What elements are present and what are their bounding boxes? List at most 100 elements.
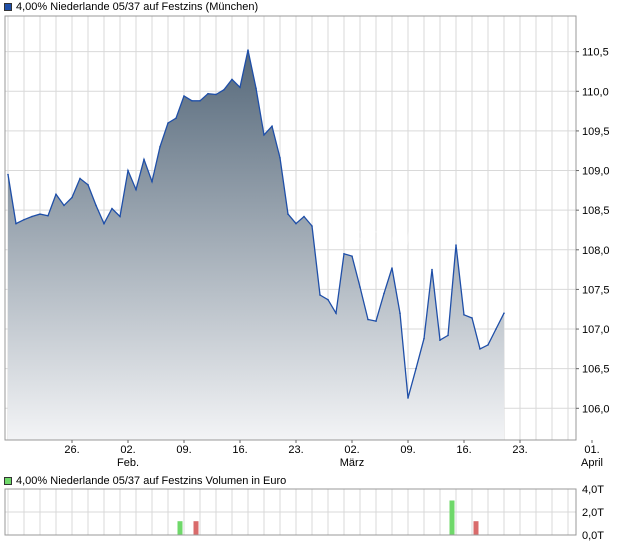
price-point <box>63 204 65 207</box>
volume-bar <box>449 500 455 535</box>
price-point <box>119 215 121 218</box>
price-point <box>463 313 465 316</box>
price-point <box>391 267 393 269</box>
price-point <box>295 222 297 225</box>
volume-bar <box>193 521 199 535</box>
x-tick-label: 09. <box>176 444 191 456</box>
price-point <box>23 218 25 221</box>
price-point <box>327 298 329 301</box>
price-point <box>215 93 217 96</box>
x-tick-label: 23. <box>288 444 303 456</box>
y-tick-label: 109,5 <box>582 126 610 138</box>
y-tick-label: 109,0 <box>582 166 610 178</box>
price-point <box>239 86 241 89</box>
volume-y-tick-label: 0,0T <box>582 530 604 542</box>
price-point <box>199 100 201 102</box>
volume-legend: 4,00% Niederlande 05/37 auf Festzins Vol… <box>4 475 286 487</box>
price-point <box>351 255 353 257</box>
price-point <box>175 117 177 120</box>
price-point <box>343 252 345 255</box>
price-point <box>407 397 409 399</box>
price-point <box>87 184 89 186</box>
volume-y-tick-label: 2,0T <box>582 507 604 519</box>
y-tick-label: 110,0 <box>582 86 609 98</box>
price-point <box>15 222 17 225</box>
volume-bar <box>177 521 183 535</box>
price-point <box>415 367 417 370</box>
price-point <box>71 196 73 199</box>
price-point <box>471 317 473 319</box>
price-point <box>223 88 225 91</box>
price-point <box>303 215 305 218</box>
price-point <box>79 177 81 180</box>
x-month-label: Feb. <box>117 457 139 469</box>
volume-legend-label: 4,00% Niederlande 05/37 auf Festzins Vol… <box>16 475 287 487</box>
price-point <box>159 145 161 148</box>
watermark: STOCK <box>350 228 420 250</box>
price-point <box>167 122 169 124</box>
price-point <box>359 286 361 288</box>
price-point <box>383 292 385 295</box>
price-point <box>127 169 129 172</box>
price-point <box>247 49 249 51</box>
y-tick-label: 108,0 <box>582 245 610 257</box>
price-point <box>255 87 257 89</box>
price-point <box>367 318 369 321</box>
price-point <box>151 180 153 183</box>
volume-bar <box>473 521 479 535</box>
price-point <box>439 339 441 341</box>
y-tick-label: 106,5 <box>582 364 610 376</box>
price-point <box>39 213 41 215</box>
y-tick-label: 110,5 <box>582 47 609 59</box>
price-point <box>47 214 49 217</box>
price-point <box>207 92 209 95</box>
price-point <box>231 78 233 81</box>
x-tick-label: 16. <box>456 444 471 456</box>
price-point <box>487 344 489 346</box>
price-point <box>7 173 9 176</box>
price-point <box>279 157 281 159</box>
price-point <box>31 215 33 218</box>
volume-legend-swatch <box>4 477 12 485</box>
price-point <box>399 312 401 314</box>
y-tick-label: 107,0 <box>582 324 610 336</box>
price-point <box>55 193 57 196</box>
price-legend-label: 4,00% Niederlande 05/37 auf Festzins (Mü… <box>16 1 259 13</box>
price-point <box>423 337 425 340</box>
price-point <box>455 244 457 246</box>
x-tick-label: 23. <box>512 444 527 456</box>
price-legend-swatch <box>4 3 12 11</box>
price-point <box>111 207 113 210</box>
price-point <box>183 95 185 97</box>
y-tick-label: 106,0 <box>582 403 610 415</box>
x-tick-label: 26. <box>64 444 79 456</box>
price-point <box>143 158 145 161</box>
volume-grid <box>5 488 576 536</box>
price-point <box>503 312 505 314</box>
price-legend: 4,00% Niederlande 05/37 auf Festzins (Mü… <box>4 1 258 13</box>
x-tick-label: 02. <box>344 444 359 456</box>
x-month-label: April <box>581 457 603 469</box>
x-tick-label: 09. <box>400 444 415 456</box>
volume-y-tick-label: 4,0T <box>582 484 604 496</box>
price-point <box>479 348 481 350</box>
price-panel-border <box>4 15 577 441</box>
price-point <box>495 328 497 330</box>
price-point <box>431 268 433 271</box>
y-tick-label: 108,5 <box>582 205 610 217</box>
price-point <box>447 334 449 337</box>
price-point <box>263 134 265 136</box>
price-point <box>271 125 273 127</box>
volume-panel-border <box>4 488 577 536</box>
price-point <box>103 222 105 225</box>
price-point <box>95 204 97 207</box>
price-point <box>375 320 377 322</box>
price-point <box>335 312 337 314</box>
price-points <box>7 49 505 399</box>
x-month-label: März <box>340 457 364 469</box>
price-point <box>287 213 289 215</box>
x-tick-label: 16. <box>232 444 247 456</box>
price-point <box>135 188 137 191</box>
price-point <box>319 294 321 296</box>
